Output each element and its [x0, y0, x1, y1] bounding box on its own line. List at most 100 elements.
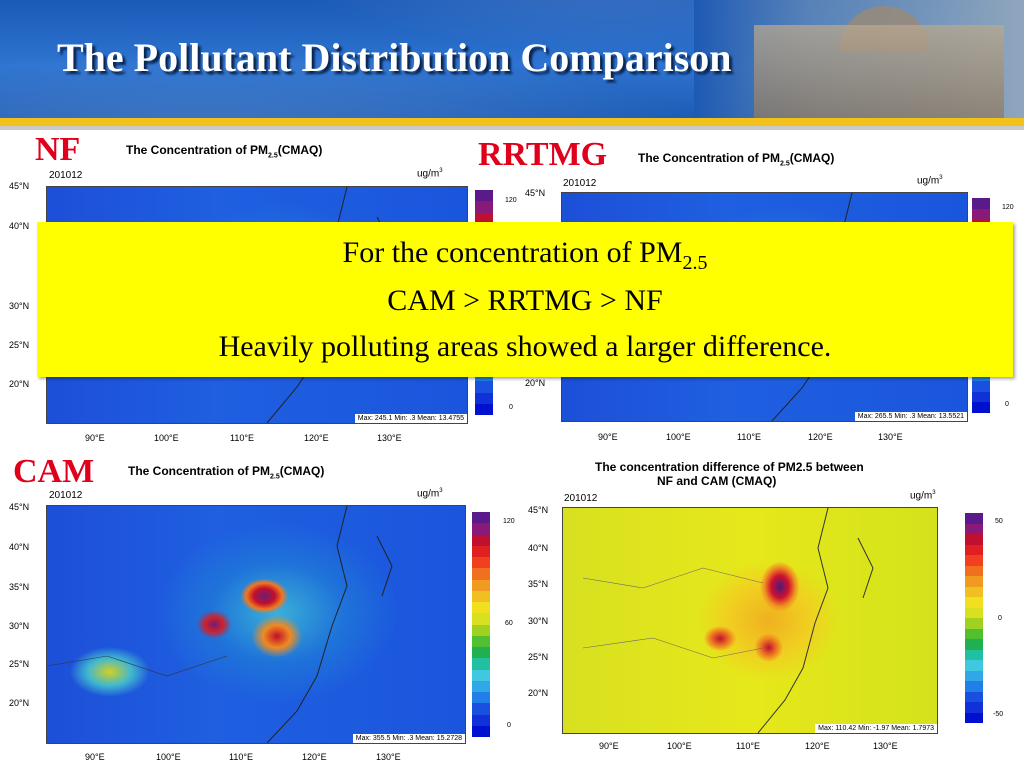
colorbar-swatch: [972, 391, 990, 403]
lon-label-cam-130: 130°E: [376, 752, 401, 762]
colorbar-swatch: [472, 703, 490, 715]
lon-label-rrtmg-130: 130°E: [878, 432, 903, 442]
lon-label-nf-110: 110°E: [230, 433, 254, 443]
colorbar-swatch: [965, 628, 983, 639]
lon-label-nf-130: 130°E: [377, 433, 402, 443]
colorbar-label-nf-max: 120: [505, 197, 517, 204]
colorbar-swatch: [965, 597, 983, 608]
colorbar-swatch: [472, 579, 490, 591]
colorbar-swatch: [475, 381, 493, 393]
colorbar-swatch: [472, 512, 490, 524]
colorbar-swatch: [965, 576, 983, 587]
colorbar-swatch: [965, 691, 983, 702]
colorbar-swatch: [475, 201, 493, 213]
header-gold-stripe: [0, 118, 1024, 126]
lon-label-cam-100: 100°E: [156, 752, 181, 762]
colorbar-swatch: [472, 635, 490, 647]
lon-label-diff-100: 100°E: [667, 741, 692, 751]
lat-label-rrtmg-20: 20°N: [525, 378, 546, 388]
colorbar-swatch: [472, 557, 490, 569]
note-line-1: For the concentration of PM2.5: [342, 236, 708, 274]
slide-header: The Pollutant Distribution Comparison: [0, 0, 1024, 118]
colorbar-cam: [472, 512, 490, 737]
lat-label-cam-45: 45°N: [9, 502, 30, 512]
lon-label-diff-120: 120°E: [805, 741, 830, 751]
colorbar-swatch: [475, 403, 493, 415]
map-stats-cam: Max: 355.5 Min: .3 Mean: 15.2728: [352, 734, 465, 743]
colorbar-swatch: [472, 523, 490, 535]
colorbar-swatch: [972, 380, 990, 392]
colorbar-label-diff-max: 50: [995, 518, 1003, 525]
colorbar-swatch: [472, 647, 490, 659]
lon-label-rrtmg-90: 90°E: [598, 432, 618, 442]
colorbar-swatch: [472, 714, 490, 726]
panel-title-diff-line1: The concentration difference of PM2.5 be…: [595, 460, 864, 474]
map-stats-diff: Max: 110.42 Min: -1.97 Mean: 1.7973: [815, 724, 937, 733]
header-building: [754, 25, 1004, 118]
coastline-diff: [582, 508, 874, 733]
lon-label-diff-110: 110°E: [736, 741, 760, 751]
lat-label-nf-25: 25°N: [9, 340, 30, 350]
lat-label-diff-45: 45°N: [528, 505, 549, 515]
colorbar-swatch: [472, 692, 490, 704]
colorbar-swatch: [472, 602, 490, 614]
colorbar-swatch: [965, 523, 983, 534]
note-line-2: CAM > RRTMG > NF: [387, 284, 663, 317]
colorbar-swatch: [965, 702, 983, 713]
lat-label-nf-20: 20°N: [9, 379, 30, 389]
lon-label-rrtmg-120: 120°E: [808, 432, 833, 442]
lat-label-diff-40: 40°N: [528, 543, 549, 553]
colorbar-label-cam-min: 0: [507, 722, 511, 729]
colorbar-swatch: [475, 212, 493, 224]
colorbar-swatch: [472, 534, 490, 546]
colorbar-swatch: [965, 681, 983, 692]
lat-label-nf-40: 40°N: [9, 221, 30, 231]
colorbar-swatch: [472, 590, 490, 602]
panel-date-cam: 201012: [49, 490, 83, 501]
colorbar-swatch: [965, 670, 983, 681]
map-cam: Max: 355.5 Min: .3 Mean: 15.2728: [46, 505, 466, 744]
colorbar-swatch: [965, 660, 983, 671]
lat-label-diff-20: 20°N: [528, 688, 549, 698]
colorbar-swatch: [965, 607, 983, 618]
colorbar-swatch: [472, 568, 490, 580]
colorbar-swatch: [472, 725, 490, 737]
colorbar-label-rrtmg-max: 120: [1002, 204, 1014, 211]
colorbar-swatch: [472, 658, 490, 670]
colorbar-swatch: [475, 392, 493, 404]
panel-title-cam: The Concentration of PM2.5(CMAQ): [128, 464, 325, 481]
lat-label-cam-25: 25°N: [9, 659, 30, 669]
lon-label-cam-120: 120°E: [302, 752, 327, 762]
lat-label-cam-30: 30°N: [9, 621, 30, 631]
panel-date-diff: 201012: [564, 493, 598, 504]
lat-label-diff-30: 30°N: [528, 616, 549, 626]
map-stats-nf: Max: 245.1 Min: .3 Mean: 13.4755: [354, 414, 467, 423]
map-stats-rrtmg: Max: 265.5 Min: .3 Mean: 13.5521: [854, 412, 967, 421]
lon-label-nf-120: 120°E: [304, 433, 329, 443]
panel-unit-rrtmg: ug/m3: [917, 175, 943, 187]
lon-label-nf-100: 100°E: [154, 433, 179, 443]
lon-label-rrtmg-100: 100°E: [666, 432, 691, 442]
summary-note: For the concentration of PM2.5 CAM > RRT…: [37, 222, 1013, 377]
colorbar-swatch: [965, 639, 983, 650]
panel-date-rrtmg: 201012: [563, 178, 597, 189]
colorbar-swatch: [965, 513, 983, 524]
colorbar-swatch: [965, 555, 983, 566]
map-difference: Max: 110.42 Min: -1.97 Mean: 1.7973: [562, 507, 938, 734]
colorbar-swatch: [472, 680, 490, 692]
colorbar-swatch: [472, 669, 490, 681]
lon-label-cam-110: 110°E: [229, 752, 253, 762]
colorbar-swatch: [972, 198, 990, 209]
lon-label-nf-90: 90°E: [85, 433, 105, 443]
colorbar-label-cam-max: 120: [503, 518, 515, 525]
panel-unit-cam: ug/m3: [417, 488, 443, 500]
slide-title: The Pollutant Distribution Comparison: [57, 35, 732, 80]
colorbar-diff: [965, 513, 983, 723]
panel-tag-rrtmg: RRTMG: [478, 136, 608, 173]
colorbar-swatch: [965, 586, 983, 597]
panel-tag-cam: CAM: [13, 453, 95, 490]
colorbar-swatch: [972, 402, 990, 413]
colorbar-swatch: [972, 208, 990, 220]
lat-label-nf-45: 45°N: [9, 181, 30, 191]
panel-title-diff-line2: NF and CAM (CMAQ): [657, 474, 777, 488]
